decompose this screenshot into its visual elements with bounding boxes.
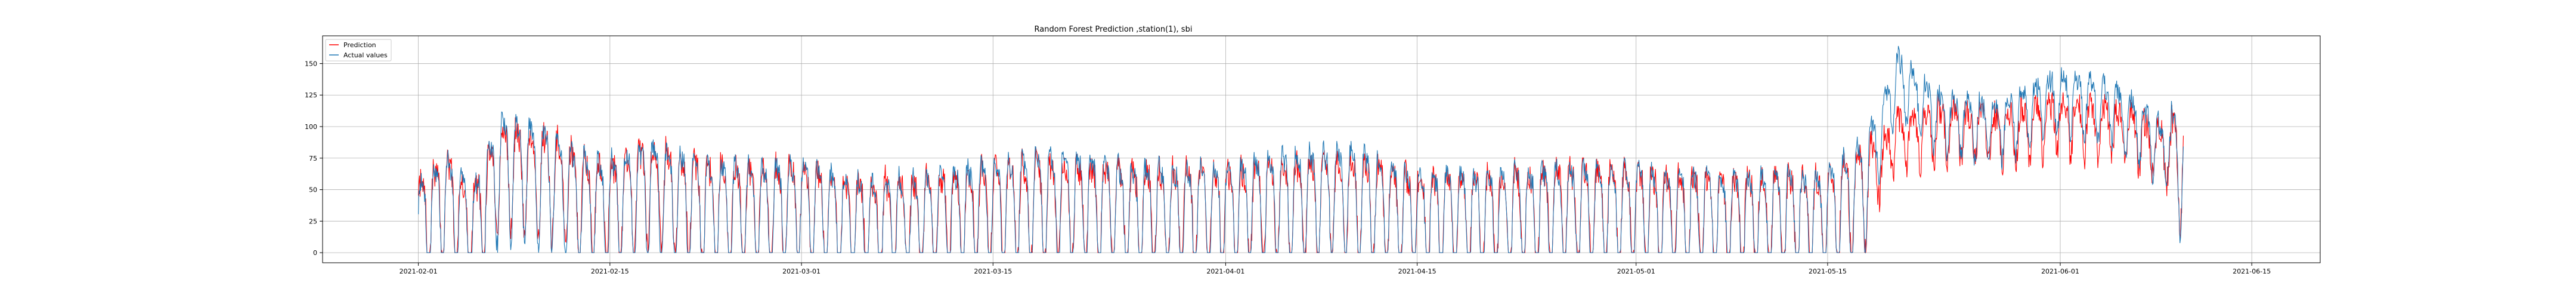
x-tick-label: 2021-03-01 [782, 268, 821, 275]
legend-label-actual: Actual values [343, 51, 388, 59]
x-tick-label: 2021-06-01 [2041, 268, 2079, 275]
grid [323, 36, 2320, 263]
x-tick-label: 2021-05-01 [1617, 268, 1655, 275]
y-tick-label: 0 [313, 249, 317, 257]
plot-frame [322, 35, 2321, 263]
y-tick-label: 50 [309, 186, 317, 194]
x-tick-label: 2021-03-15 [974, 268, 1012, 275]
y-tick-label: 150 [305, 60, 317, 67]
series-line-actual-values [418, 45, 2184, 254]
x-tick-label: 2021-02-15 [591, 268, 629, 275]
x-tick-label: 2021-04-15 [1398, 268, 1436, 275]
axes: 2021-02-01 2021-02-15 2021-03-01 2021-03-15… [305, 35, 2321, 275]
y-tick-label: 75 [309, 155, 317, 162]
legend-box [325, 39, 392, 62]
x-tick-label: 2021-06-15 [2233, 268, 2271, 275]
series-layer [418, 45, 2184, 254]
x-tick-label: 2021-05-15 [1809, 268, 1847, 275]
y-tick-label: 25 [309, 217, 317, 225]
legend: Prediction Actual values [325, 39, 392, 62]
x-tick-label: 2021-02-01 [400, 268, 438, 275]
y-tick-label: 100 [305, 123, 317, 131]
y-tick-label: 125 [305, 91, 317, 99]
x-tick-label: 2021-04-01 [1206, 268, 1244, 275]
chart-title: Random Forest Prediction ,station(1), sb… [1035, 25, 1193, 34]
legend-label-prediction: Prediction [343, 41, 376, 49]
